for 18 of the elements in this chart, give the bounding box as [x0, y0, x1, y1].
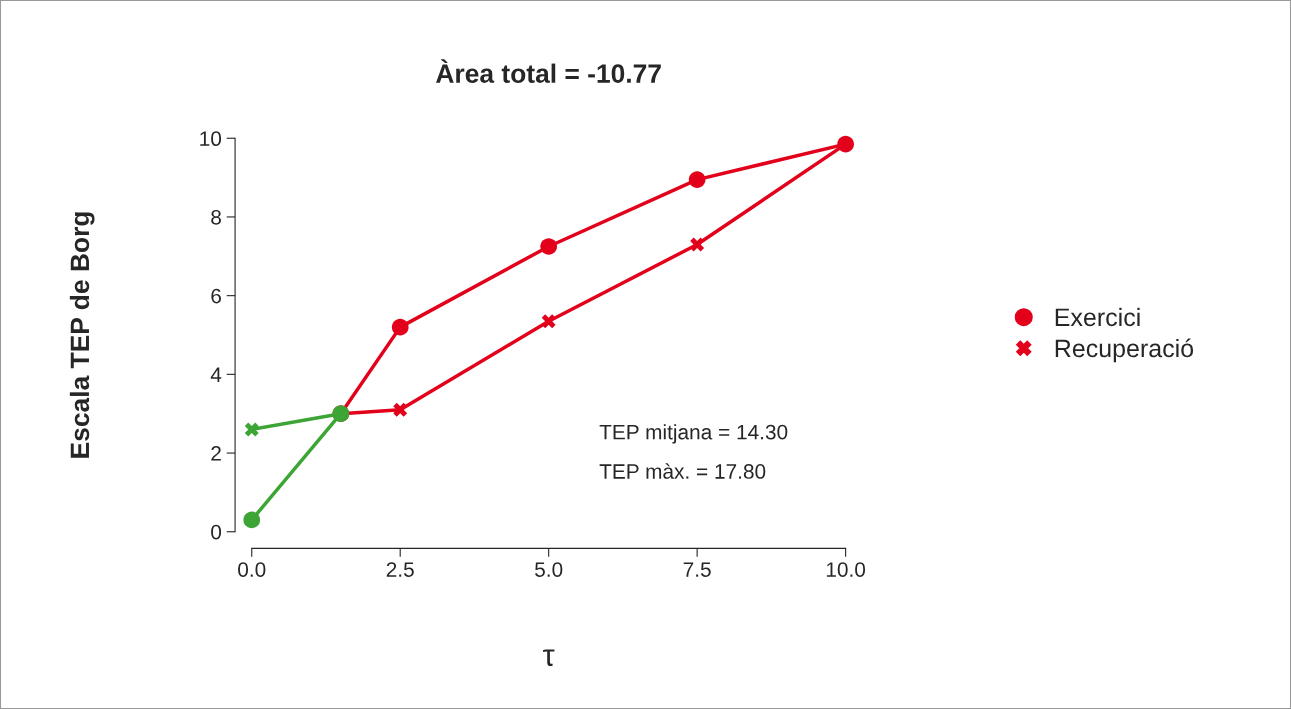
- x-tick-label: 2.5: [386, 562, 414, 577]
- y-tick-label: 6: [211, 288, 221, 304]
- x-axis-title: τ: [543, 649, 555, 666]
- y-tick-label: 2: [211, 446, 221, 461]
- x-tick-label: 5.0: [535, 562, 563, 577]
- chart-title: Àrea total = -10.77: [436, 59, 661, 83]
- x-tick-label: 7.5: [683, 562, 711, 577]
- annotation: TEP màx. = 17.80: [599, 463, 766, 479]
- y-axis-title: Escala TEP de Borg: [69, 212, 95, 458]
- x-tick-label: 0.0: [238, 562, 266, 577]
- legend-label: Exercici: [1055, 307, 1140, 327]
- y-tick-label: 10: [200, 131, 222, 147]
- y-tick-label: 8: [211, 209, 221, 225]
- annotation: TEP mitjana = 14.30: [599, 424, 788, 444]
- x-tick-label: 10.0: [826, 562, 866, 577]
- y-tick-label: 4: [210, 367, 222, 382]
- y-tick-label: 0: [211, 524, 222, 540]
- legend-label: Recuperació: [1055, 338, 1194, 363]
